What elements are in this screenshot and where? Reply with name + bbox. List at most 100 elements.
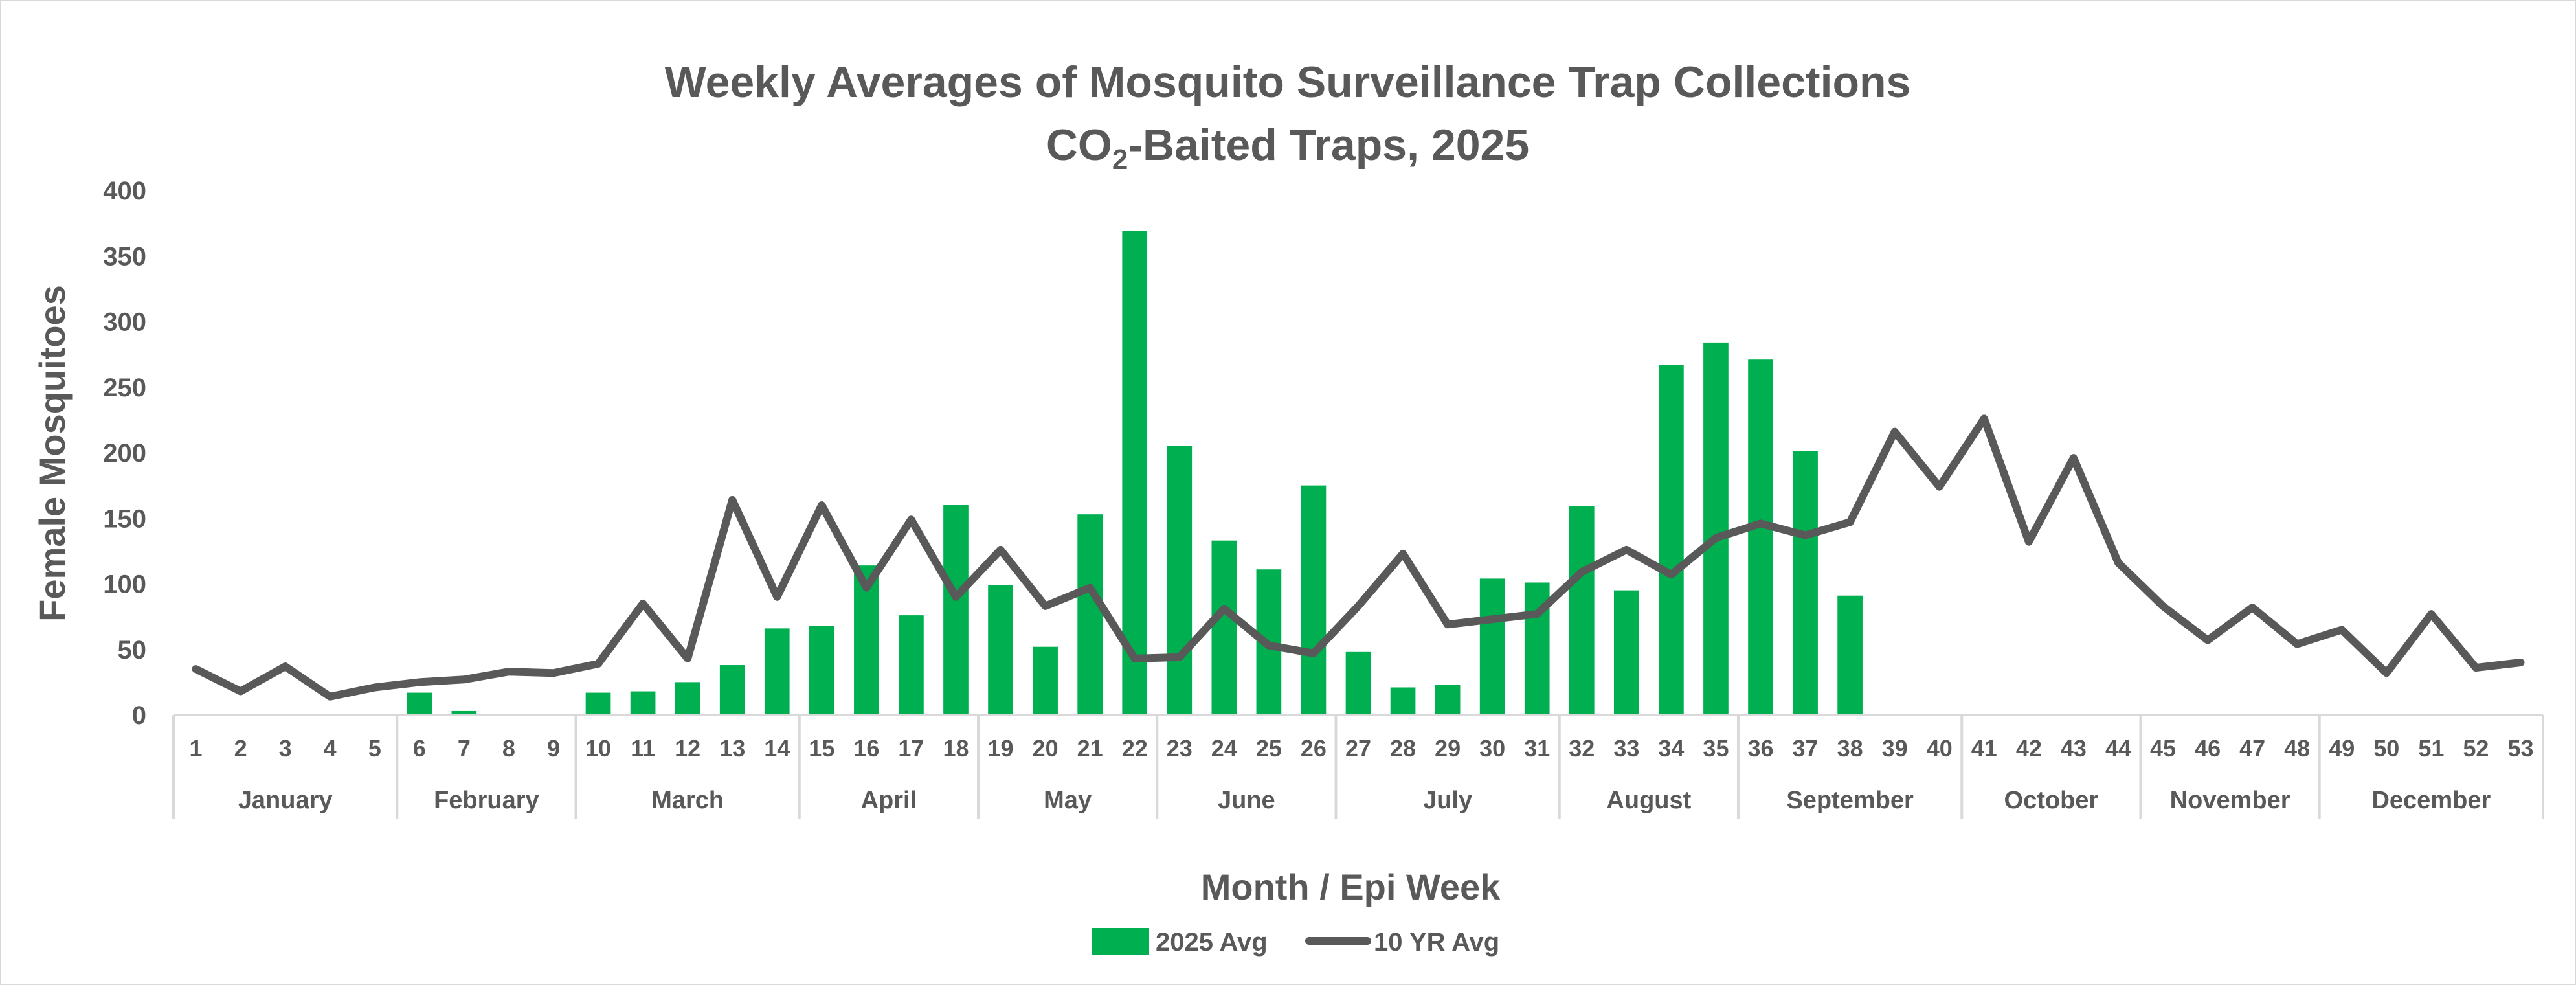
x-tick-label: 45 (2150, 735, 2176, 762)
x-tick-label: 10 (585, 735, 611, 762)
x-axis: 1 2 3 4 5 6 7 8 9 10 11 12 13 14 15 16 17 18 19 20 21 22 23 24 2… (172, 714, 2544, 819)
chart-subtitle: CO2-Baited Traps, 2025 (1046, 120, 1529, 175)
bar-week-6 (407, 692, 432, 715)
x-tick-label: 7 (458, 735, 471, 762)
bar-week-15 (809, 626, 834, 715)
x-tick-label: 21 (1077, 735, 1103, 762)
x-tick-label: 29 (1435, 735, 1461, 762)
x-tick-label: 12 (675, 735, 700, 762)
x-tick-label: 37 (1793, 735, 1819, 762)
x-tick-label: 41 (1971, 735, 1997, 762)
x-tick-label: 27 (1345, 735, 1371, 762)
x-tick-label: 14 (764, 735, 790, 762)
y-tick-label: 300 (103, 308, 146, 337)
bar-week-34 (1659, 365, 1684, 715)
month-label-october: October (2004, 787, 2099, 814)
bar-week-32 (1569, 506, 1595, 715)
bar-week-23 (1167, 446, 1193, 715)
y-tick-label: 50 (118, 636, 147, 664)
y-axis-title: Female Mosquitoes (32, 285, 73, 622)
x-tick-label: 36 (1747, 735, 1773, 762)
x-tick-label: 25 (1256, 735, 1282, 762)
x-tick-label: 39 (1882, 735, 1908, 762)
x-tick-label: 43 (2061, 735, 2087, 762)
chart-title-group: Weekly Averages of Mosquito Surveillance… (665, 58, 1911, 175)
x-tick-label: 8 (502, 735, 515, 762)
month-label-september: September (1786, 787, 1914, 814)
month-label-july: July (1423, 787, 1472, 814)
x-tick-label: 4 (324, 735, 337, 762)
y-tick-label: 0 (132, 701, 146, 730)
bar-week-22 (1122, 231, 1148, 715)
x-tick-label: 22 (1122, 735, 1148, 762)
x-tick-label: 26 (1301, 735, 1327, 762)
bar-week-35 (1703, 342, 1729, 715)
month-label-may: May (1044, 787, 1092, 814)
x-tick-label: 2 (234, 735, 247, 762)
x-tick-label: 28 (1390, 735, 1416, 762)
x-tick-label: 5 (368, 735, 381, 762)
x-tick-label: 15 (809, 735, 834, 762)
month-label-april: April (861, 787, 917, 814)
x-tick-label: 3 (279, 735, 292, 762)
x-tick-label: 1 (190, 735, 203, 762)
x-tick-label: 17 (898, 735, 924, 762)
x-axis-title: Month / Epi Week (1201, 866, 1501, 907)
x-tick-label: 42 (2016, 735, 2042, 762)
x-tick-label: 53 (2507, 735, 2533, 762)
y-tick-label: 150 (103, 504, 146, 533)
y-tick-label: 100 (103, 571, 146, 599)
x-tick-label: 51 (2418, 735, 2444, 762)
bar-week-28 (1390, 687, 1416, 715)
bar-week-33 (1614, 590, 1639, 715)
bar-week-10 (585, 692, 611, 715)
x-tick-label: 20 (1033, 735, 1058, 762)
x-tick-label: 35 (1703, 735, 1729, 762)
month-label-march: March (651, 787, 724, 814)
bar-week-14 (764, 628, 790, 715)
month-label-november: November (2170, 787, 2290, 814)
x-tick-label: 6 (413, 735, 426, 762)
x-tick-label: 33 (1613, 735, 1639, 762)
x-tick-label: 11 (631, 735, 655, 762)
x-tick-label: 38 (1837, 735, 1863, 762)
x-tick-label: 40 (1927, 735, 1953, 762)
subtitle-prefix: CO (1046, 120, 1112, 170)
month-label-february: February (434, 787, 539, 814)
legend-label-10yr-avg: 10 YR Avg (1374, 928, 1499, 957)
bar-week-36 (1748, 359, 1773, 715)
y-axis-ticks: 0 50 100 150 200 250 300 350 400 (103, 177, 146, 730)
y-tick-label: 250 (103, 374, 146, 402)
bar-week-26 (1301, 485, 1327, 715)
x-tick-label: 44 (2105, 735, 2131, 762)
chart-title: Weekly Averages of Mosquito Surveillance… (665, 58, 1911, 107)
bar-week-38 (1837, 595, 1863, 715)
bar-week-18 (943, 505, 969, 715)
x-tick-label: 50 (2373, 735, 2399, 762)
legend-label-2025-avg: 2025 Avg (1156, 928, 1268, 957)
bar-week-24 (1211, 540, 1237, 715)
legend: 2025 Avg 10 YR Avg (1092, 928, 1499, 957)
line-series-10yr-avg (192, 414, 2525, 701)
bar-week-13 (719, 665, 745, 715)
x-tick-label: 31 (1524, 735, 1550, 762)
x-tick-label: 19 (988, 735, 1014, 762)
bar-week-27 (1345, 651, 1371, 715)
month-label-january: January (238, 787, 333, 814)
x-tick-label: 16 (853, 735, 879, 762)
bar-week-7 (451, 710, 477, 715)
bar-week-12 (675, 682, 700, 715)
bar-series-2025-avg (407, 231, 1863, 715)
x-tick-label: 52 (2463, 735, 2489, 762)
y-tick-label: 200 (103, 439, 146, 468)
x-tick-label: 24 (1211, 735, 1237, 762)
x-tick-label: 9 (547, 735, 560, 762)
bar-week-11 (630, 691, 656, 715)
subtitle-suffix: -Baited Traps, 2025 (1128, 120, 1529, 170)
x-tick-label: 47 (2239, 735, 2265, 762)
bar-week-30 (1479, 578, 1505, 715)
x-tick-label: 34 (1658, 735, 1684, 762)
bar-week-37 (1793, 451, 1818, 715)
x-tick-label: 32 (1569, 735, 1595, 762)
